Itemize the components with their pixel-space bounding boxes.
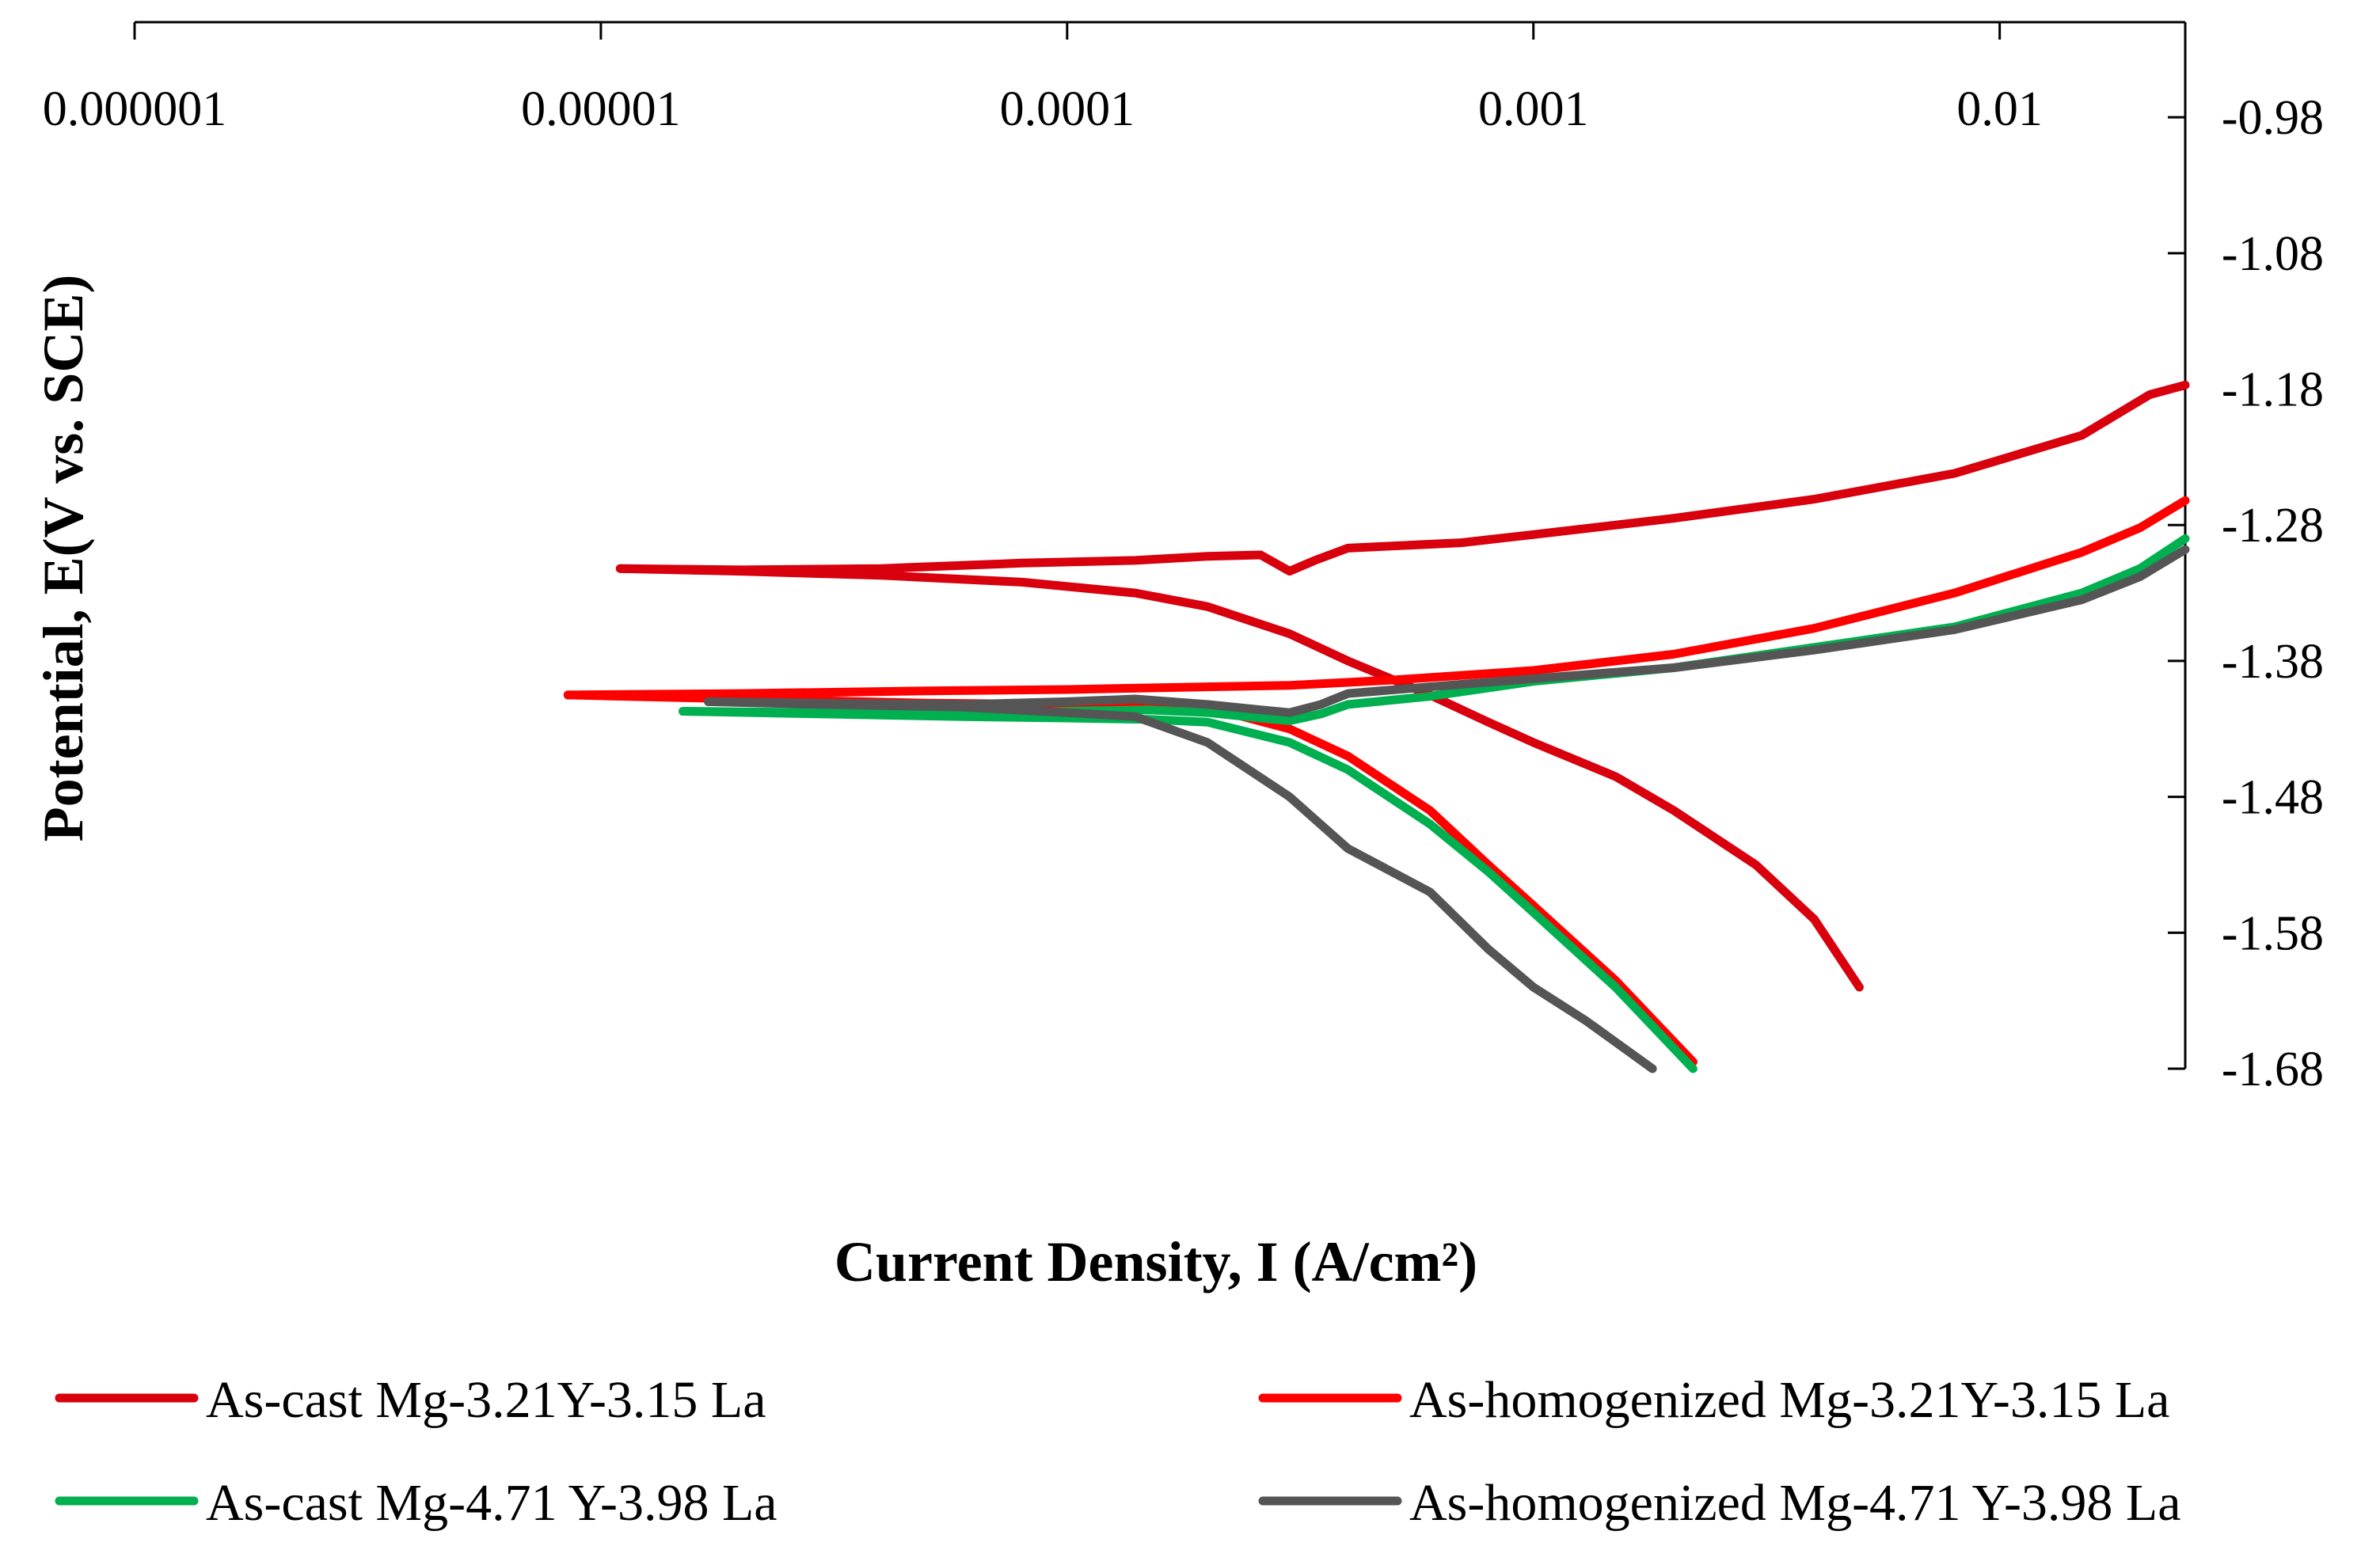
y-tick-label: -0.98	[2222, 91, 2324, 145]
x-tick-label: 0.01	[1956, 82, 2043, 136]
y-tick-label: -1.48	[2222, 771, 2324, 825]
series-group	[563, 380, 2190, 1073]
legend: As-cast Mg-3.21Y-3.15 La As-homogenized M…	[55, 1371, 2181, 1532]
series-4-branch-anodic-line	[704, 545, 2190, 717]
y-ticks: -0.98 -1.08 -1.18 -1.28 -1.38 -1.48 -1.58 -1.68	[2168, 91, 2324, 1096]
y-tick-label: -1.28	[2222, 499, 2324, 553]
series-2	[563, 496, 2190, 1066]
legend-label: As-cast Mg-3.21Y-3.15 La	[206, 1371, 766, 1429]
x-axis-title: Current Density, I (A/cm²)	[835, 1230, 1477, 1294]
legend-label: As-cast Mg-4.71 Y-3.98 La	[206, 1474, 777, 1532]
legend-label: As-homogenized Mg-4.71 Y-3.98 La	[1409, 1474, 2181, 1532]
x-tick-label: 0.0001	[1000, 82, 1135, 136]
series-4-branch-cathodic-line	[704, 697, 1657, 1073]
y-tick-label: -1.58	[2222, 906, 2324, 960]
series-2-branch-anodic-line	[563, 496, 2190, 700]
y-tick-label: -1.38	[2222, 635, 2324, 689]
x-tick-label: 0.001	[1478, 82, 1589, 136]
series-2-branch-cathodic-line	[563, 690, 1698, 1066]
x-ticks: 0.000001 0.00001 0.0001 0.001 0.01	[43, 22, 2043, 136]
series-1-branch-anodic-line	[615, 380, 2190, 576]
series-4	[704, 545, 2190, 1073]
legend-label: As-homogenized Mg-3.21Y-3.15 La	[1409, 1371, 2169, 1429]
series-3	[679, 534, 2190, 1073]
y-axis-title: Potential, E(V vs. SCE)	[32, 275, 95, 842]
y-tick-label: -1.18	[2222, 363, 2324, 417]
series-3-branch-cathodic-line	[679, 707, 1698, 1073]
x-tick-label: 0.000001	[43, 82, 227, 136]
y-tick-label: -1.08	[2222, 227, 2324, 281]
y-tick-label: -1.68	[2222, 1043, 2324, 1096]
x-tick-label: 0.00001	[521, 82, 681, 136]
series-1-branch-cathodic-line	[615, 564, 1864, 992]
